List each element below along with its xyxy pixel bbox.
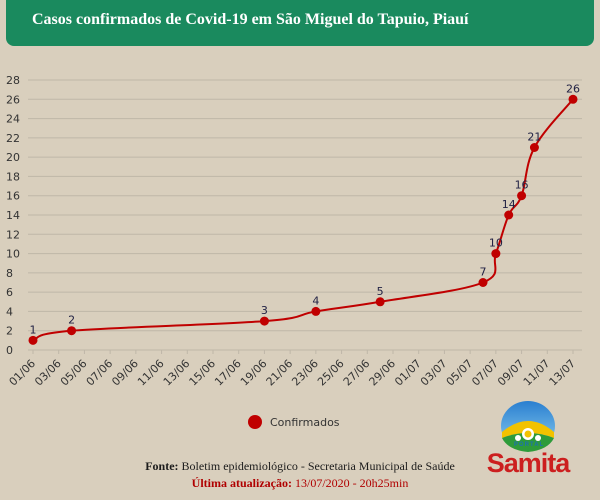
- data-point: [259, 316, 269, 326]
- x-tick-label: 27/06: [341, 357, 373, 389]
- data-label: 1: [30, 323, 37, 336]
- data-points: [28, 94, 578, 345]
- y-tick-label: 4: [6, 305, 13, 318]
- logo-text: Samita: [486, 448, 571, 478]
- data-point: [478, 278, 488, 287]
- x-tick-label: 09/06: [109, 357, 141, 389]
- x-tick-label: 05/07: [444, 357, 476, 389]
- x-tick-label: 29/06: [367, 357, 399, 389]
- data-point: [311, 306, 321, 316]
- series-line-confirmados: [32, 98, 574, 342]
- logo-subtitle: PORTAL: [514, 442, 545, 448]
- y-tick-label: 18: [6, 170, 20, 183]
- data-point: [491, 249, 501, 259]
- update-text: 13/07/2020 - 20h25min: [294, 476, 409, 490]
- y-tick-label: 26: [6, 93, 20, 106]
- x-tick-label: 03/07: [418, 357, 450, 389]
- header-bar: Casos confirmados de Covid-19 em São Mig…: [6, 0, 594, 46]
- data-point: [517, 191, 527, 201]
- x-tick-label: 23/06: [289, 357, 321, 389]
- y-tick-label: 14: [6, 209, 20, 222]
- x-tick-label: 05/06: [58, 357, 90, 389]
- logo-emblem-icon: [501, 401, 555, 452]
- chart-title: Casos confirmados de Covid-19 em São Mig…: [32, 11, 469, 28]
- update-label: Última atualização:: [191, 476, 292, 490]
- legend-label: Confirmados: [270, 415, 340, 429]
- data-labels: 1 2 3 4 5 7 10 14 16 21 26: [30, 82, 581, 336]
- y-tick-label: 22: [6, 132, 20, 145]
- data-point: [504, 210, 514, 220]
- source-text: Boletim epidemiológico - Secretaria Muni…: [181, 459, 455, 473]
- data-point: [529, 143, 539, 152]
- y-tick-label: 16: [6, 190, 20, 203]
- y-tick-label: 28: [6, 74, 20, 87]
- data-label: 3: [261, 304, 268, 317]
- source-line: Fonte: Boletim epidemiológico - Secretar…: [0, 459, 600, 474]
- x-tick-label: 19/06: [238, 357, 270, 389]
- x-tick-label: 07/07: [469, 357, 501, 389]
- x-tick-label: 01/07: [392, 357, 424, 389]
- y-tick-label: 24: [6, 113, 20, 126]
- y-tick-label: 2: [6, 325, 13, 338]
- samita-logo: PORTAL Samita: [478, 398, 578, 480]
- y-tick-label: 10: [6, 248, 20, 261]
- y-tick-label: 12: [6, 228, 20, 241]
- y-tick-label: 6: [6, 286, 13, 299]
- legend-marker: [248, 415, 262, 429]
- data-point: [67, 326, 77, 336]
- y-tick-label: 20: [6, 151, 20, 164]
- x-tick-label: 09/07: [495, 357, 527, 389]
- data-label: 26: [566, 82, 580, 95]
- y-tick-label: 0: [6, 344, 13, 357]
- data-label: 16: [515, 179, 529, 192]
- source-label: Fonte:: [145, 459, 179, 473]
- data-label: 21: [527, 131, 541, 144]
- data-point: [568, 94, 578, 104]
- chart-grid: [28, 79, 582, 351]
- data-point: [28, 335, 38, 345]
- update-line: Última atualização: 13/07/2020 - 20h25mi…: [0, 476, 600, 491]
- x-tick-label: 21/06: [264, 357, 296, 389]
- x-tick-label: 15/06: [187, 357, 219, 389]
- x-tick-label: 17/06: [212, 357, 244, 389]
- data-label: 10: [489, 237, 503, 250]
- data-label: 14: [502, 198, 516, 211]
- y-tick-label: 8: [6, 267, 13, 280]
- data-label: 2: [68, 314, 75, 327]
- x-tick-label: 03/06: [32, 357, 64, 389]
- data-point: [375, 297, 385, 307]
- x-tick-label: 13/07: [547, 357, 579, 389]
- data-label: 7: [480, 266, 487, 279]
- legend: Confirmados: [248, 413, 340, 431]
- x-tick-label: 11/07: [521, 357, 553, 389]
- x-tick-label: 07/06: [84, 357, 116, 389]
- x-tick-label: 11/06: [135, 357, 167, 389]
- x-tick-label: 25/06: [315, 357, 347, 389]
- data-label: 5: [377, 285, 384, 298]
- x-axis-ticks: 01/0603/0605/0607/0609/0611/0613/0615/06…: [7, 350, 579, 389]
- x-tick-label: 13/06: [161, 357, 193, 389]
- data-label: 4: [312, 294, 319, 307]
- x-tick-label: 01/06: [7, 357, 39, 389]
